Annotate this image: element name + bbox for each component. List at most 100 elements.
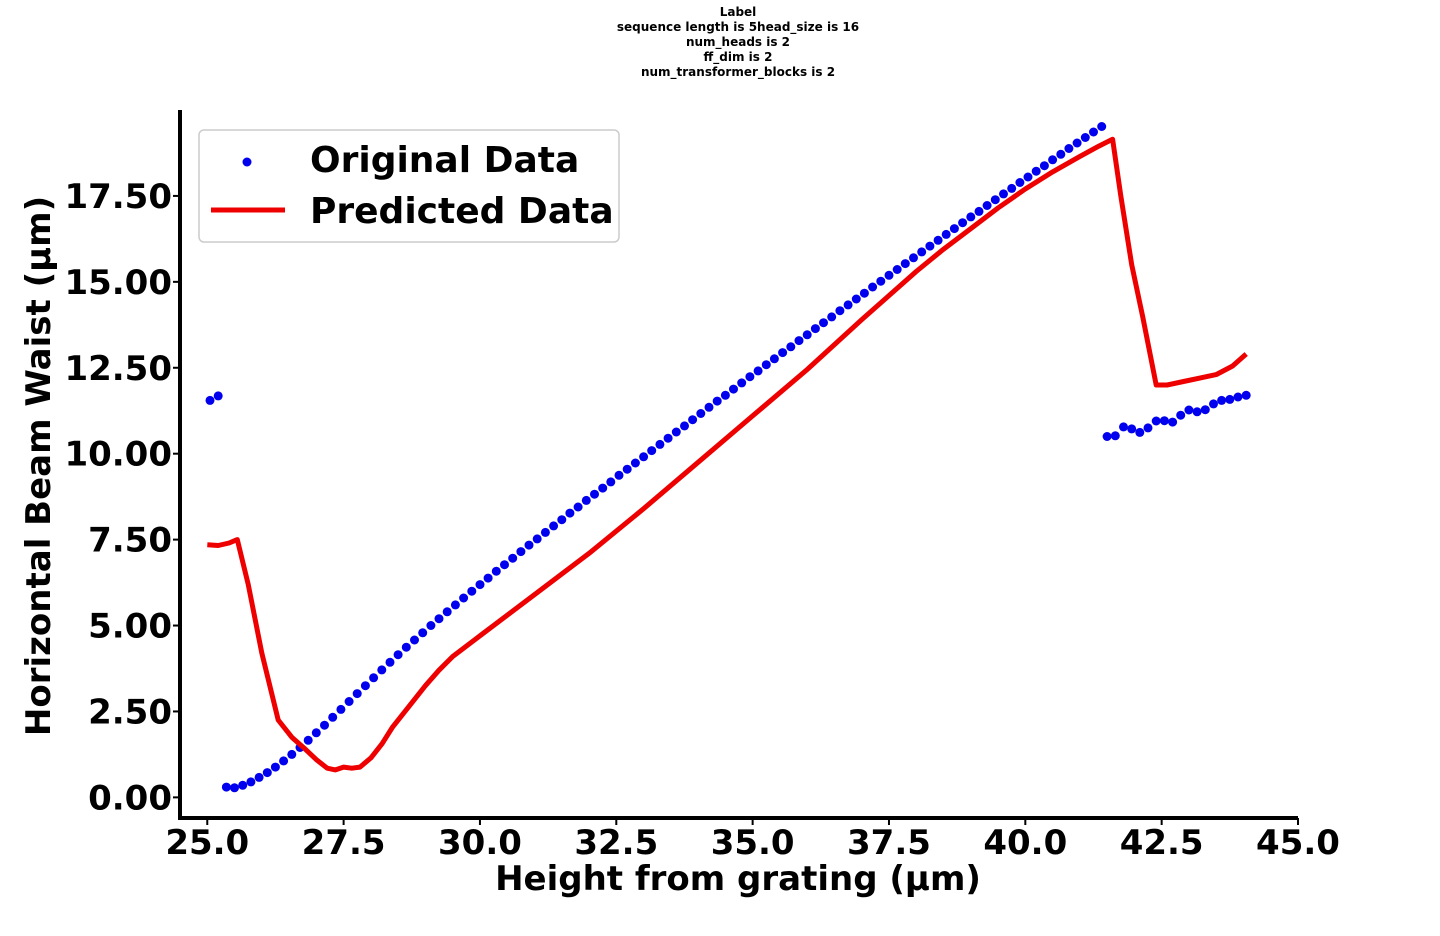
y-tick-label: 17.50 bbox=[64, 177, 172, 217]
data-point bbox=[925, 241, 935, 251]
data-point bbox=[778, 348, 788, 358]
data-point bbox=[336, 704, 346, 714]
data-point bbox=[475, 580, 485, 590]
y-tick-label: 2.50 bbox=[88, 692, 172, 732]
data-point bbox=[933, 235, 943, 245]
data-point bbox=[1064, 144, 1074, 153]
data-point bbox=[393, 650, 403, 660]
data-point bbox=[279, 756, 289, 766]
y-tick-label: 15.00 bbox=[64, 263, 172, 303]
data-point bbox=[508, 553, 518, 563]
legend: Original Data Predicted Data bbox=[198, 129, 620, 243]
data-point bbox=[344, 697, 354, 706]
legend-label-original: Original Data bbox=[310, 140, 579, 181]
data-point bbox=[688, 415, 698, 425]
data-point bbox=[712, 396, 722, 406]
data-point bbox=[1097, 122, 1107, 131]
data-point bbox=[737, 378, 747, 388]
data-point bbox=[311, 728, 321, 738]
data-point bbox=[941, 229, 951, 239]
data-point bbox=[532, 534, 542, 544]
data-point bbox=[859, 288, 869, 298]
data-point bbox=[213, 391, 223, 401]
data-point bbox=[1192, 407, 1202, 417]
data-point bbox=[958, 218, 968, 228]
data-point bbox=[1217, 395, 1227, 405]
data-point bbox=[745, 372, 755, 382]
data-point bbox=[900, 259, 910, 269]
data-point bbox=[401, 642, 411, 652]
data-point bbox=[1143, 423, 1153, 433]
data-point bbox=[1007, 183, 1017, 193]
data-point bbox=[573, 502, 583, 512]
data-point bbox=[1225, 394, 1235, 404]
data-point bbox=[565, 508, 575, 518]
data-point bbox=[442, 607, 452, 617]
data-point bbox=[270, 762, 280, 772]
x-tick-label: 27.5 bbox=[302, 823, 386, 863]
legend-label-predicted: Predicted Data bbox=[310, 191, 614, 232]
y-axis-label: Horizontal Beam Waist (µm) bbox=[19, 196, 59, 736]
data-point bbox=[917, 247, 927, 257]
data-point bbox=[1168, 417, 1178, 427]
data-point bbox=[974, 206, 984, 216]
data-point bbox=[696, 409, 706, 418]
data-point bbox=[949, 224, 959, 234]
data-point bbox=[802, 330, 812, 340]
data-point bbox=[761, 360, 771, 370]
data-point bbox=[1015, 178, 1025, 187]
data-point bbox=[876, 276, 886, 286]
data-point bbox=[647, 446, 657, 456]
data-point bbox=[810, 324, 820, 334]
legend-marker-original bbox=[242, 157, 252, 167]
data-point bbox=[909, 253, 918, 263]
x-tick-label: 30.0 bbox=[438, 823, 522, 863]
data-point bbox=[262, 768, 272, 778]
data-point bbox=[622, 464, 632, 474]
legend-frame bbox=[198, 129, 620, 243]
data-point bbox=[450, 600, 460, 610]
data-point bbox=[483, 573, 493, 583]
y-tick-label: 0.00 bbox=[88, 778, 172, 818]
data-point bbox=[704, 402, 714, 412]
data-point bbox=[369, 673, 379, 683]
x-tick-label: 42.5 bbox=[1120, 823, 1204, 863]
data-point bbox=[557, 515, 567, 525]
y-tick-label: 12.50 bbox=[64, 349, 172, 389]
data-point bbox=[459, 593, 469, 603]
data-point bbox=[426, 621, 436, 630]
data-point bbox=[1080, 133, 1090, 142]
data-point bbox=[1110, 431, 1120, 441]
data-point bbox=[999, 189, 1008, 199]
data-point bbox=[516, 547, 526, 557]
data-point bbox=[434, 614, 444, 624]
x-tick-label: 35.0 bbox=[711, 823, 795, 863]
data-point bbox=[884, 270, 894, 280]
plot-area bbox=[205, 122, 1251, 793]
data-point bbox=[1209, 399, 1218, 409]
data-point bbox=[581, 495, 591, 505]
data-point bbox=[606, 477, 616, 487]
data-point bbox=[753, 366, 763, 376]
data-point bbox=[500, 560, 509, 570]
data-point bbox=[205, 395, 215, 405]
axes: 25.0 27.5 30.0 32.5 35.0 37.5 40.0 42.5 45.0 0.00… bbox=[19, 110, 1340, 899]
data-point bbox=[1023, 172, 1033, 182]
data-point bbox=[352, 689, 362, 699]
data-point bbox=[418, 628, 428, 638]
data-point bbox=[540, 527, 550, 537]
data-point bbox=[491, 566, 501, 576]
data-point bbox=[1159, 416, 1169, 426]
data-point bbox=[655, 439, 665, 449]
x-axis-label: Height from grating (µm) bbox=[495, 859, 981, 899]
series-predicted-data-line bbox=[207, 136, 1248, 773]
x-tick-label: 45.0 bbox=[1256, 823, 1340, 863]
title-line: num_heads is 2 bbox=[686, 35, 790, 50]
data-point bbox=[385, 657, 395, 667]
data-point bbox=[1072, 138, 1082, 148]
data-point bbox=[1102, 432, 1112, 441]
data-point bbox=[590, 489, 599, 499]
data-point bbox=[630, 458, 640, 468]
x-tick-label: 37.5 bbox=[847, 823, 931, 863]
data-point bbox=[1039, 161, 1049, 171]
